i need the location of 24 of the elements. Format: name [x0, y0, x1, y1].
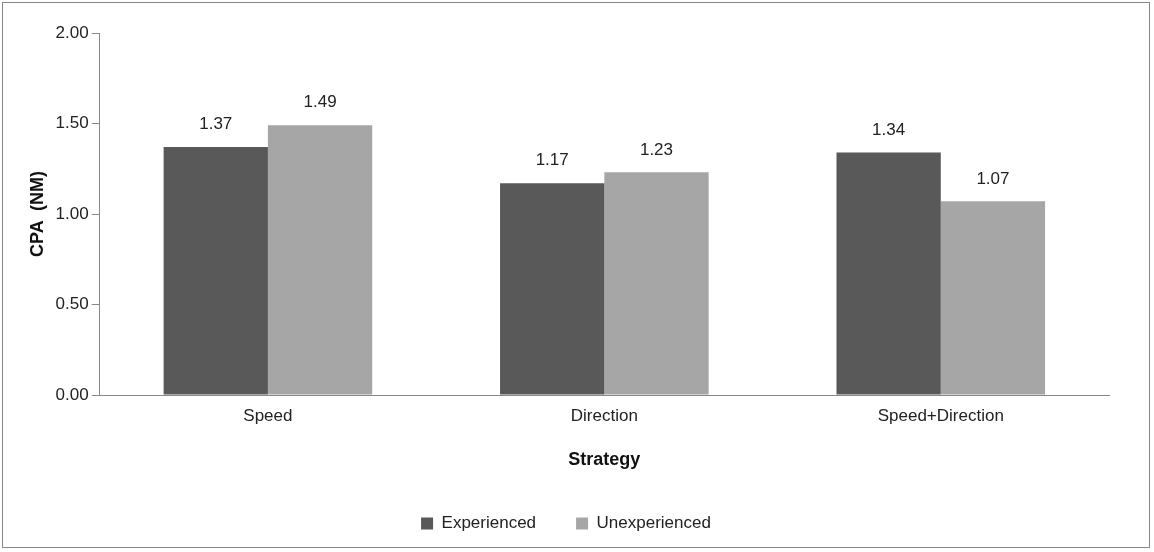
y-tick-label: 2.00	[55, 22, 89, 42]
bar	[836, 152, 941, 395]
y-tick-label: 0.50	[55, 294, 89, 314]
y-axis-title: CPA (NM)	[26, 171, 47, 257]
x-axis-title: Strategy	[568, 449, 641, 470]
data-label: 1.17	[535, 150, 569, 170]
data-label: 1.49	[303, 92, 337, 112]
bar	[500, 183, 605, 395]
y-tick-label: 1.00	[55, 203, 89, 223]
y-tick-label: 1.50	[55, 113, 89, 133]
data-label: 1.23	[639, 139, 674, 159]
x-tick-label: Speed+Direction	[877, 405, 1004, 425]
bar	[267, 125, 373, 395]
legend-label: Unexperienced	[596, 513, 711, 533]
data-label: 1.34	[872, 119, 906, 139]
bar	[940, 201, 1046, 395]
x-tick-label: Direction	[570, 405, 638, 425]
data-label: 1.37	[199, 114, 233, 134]
bar	[163, 147, 268, 395]
x-tick-label: Speed	[243, 405, 293, 425]
legend-label: Experienced	[441, 513, 537, 533]
data-label: 1.07	[976, 168, 1010, 188]
bar	[604, 172, 709, 395]
y-tick-label: 0.00	[55, 384, 89, 404]
